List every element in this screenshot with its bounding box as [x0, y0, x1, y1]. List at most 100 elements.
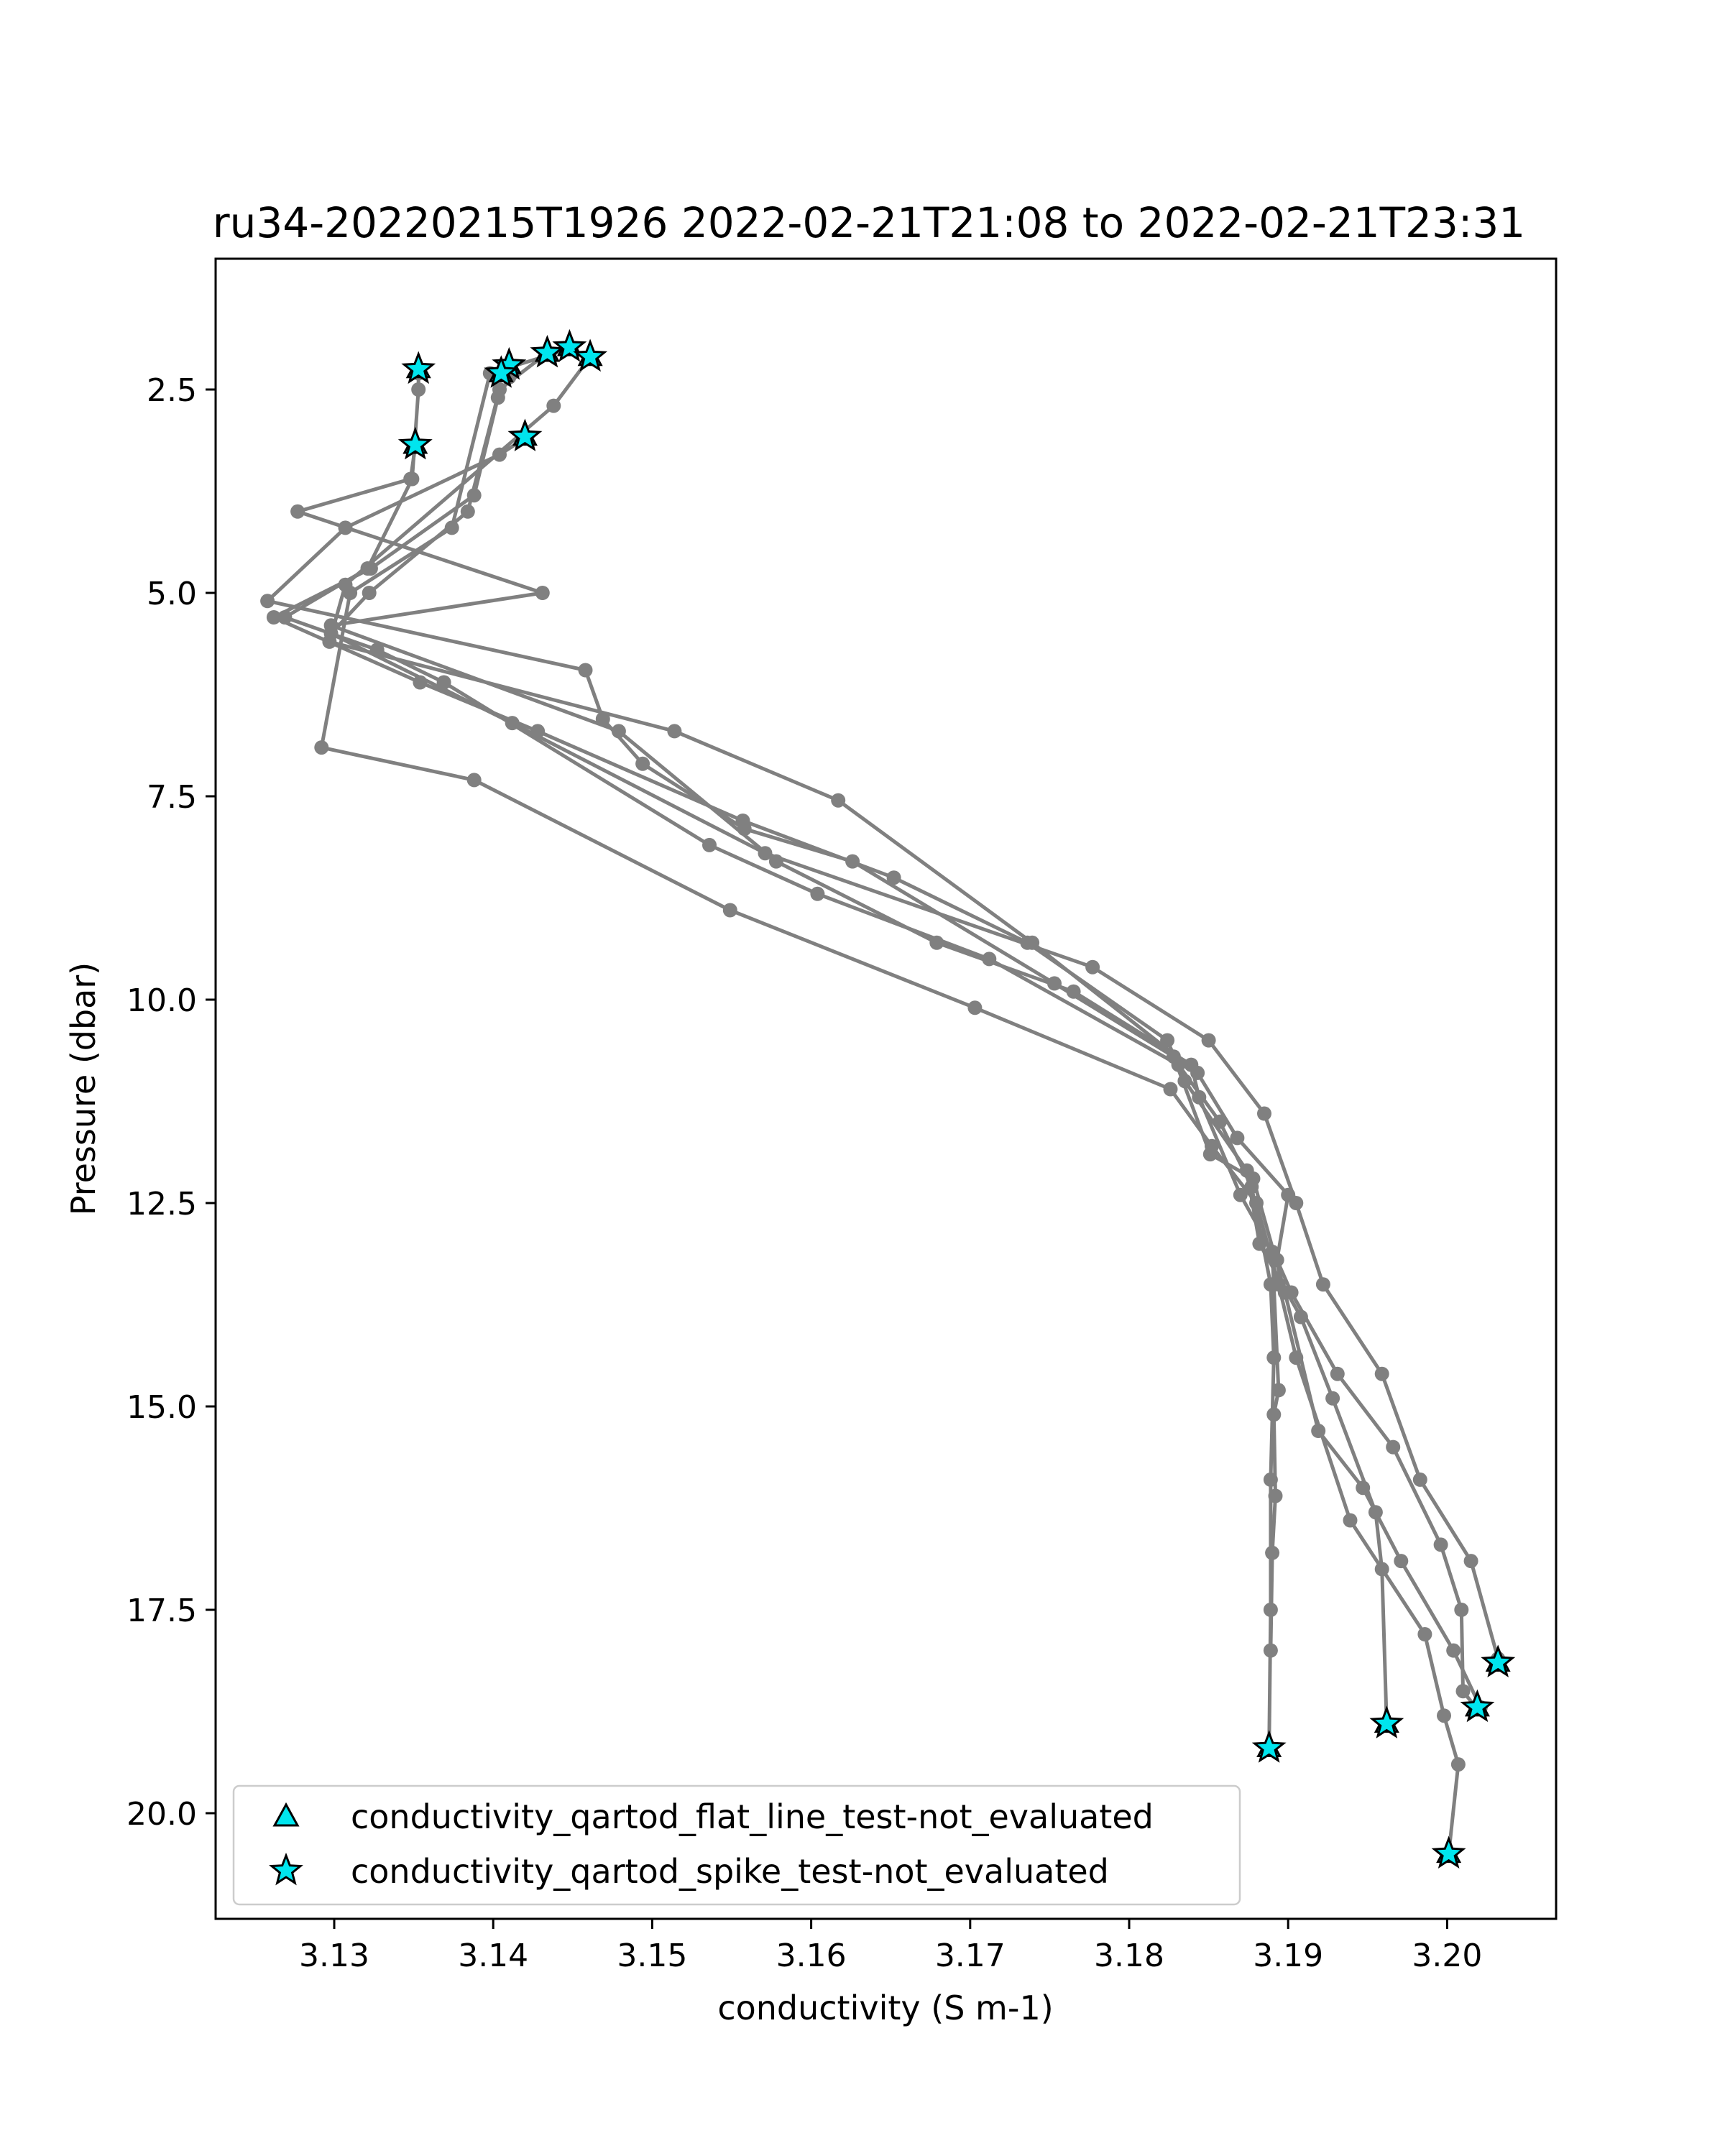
profile-point: [1047, 976, 1062, 991]
profile-point: [411, 382, 426, 397]
profile-point: [1374, 1366, 1389, 1381]
profile-point: [546, 398, 561, 413]
profile-point: [338, 520, 353, 535]
profile-point: [492, 382, 507, 397]
profile-point: [758, 846, 773, 861]
profile-point: [1163, 1082, 1178, 1097]
profile-point: [1166, 1049, 1181, 1064]
y-tick-label: 5.0: [147, 576, 197, 612]
x-tick-label: 3.17: [935, 1938, 1006, 1974]
spike-star-marker: [1460, 1689, 1495, 1723]
profile-point: [1450, 1757, 1466, 1772]
profile-point: [831, 793, 846, 808]
data-layer: [260, 328, 1516, 1869]
profile-point: [1233, 1187, 1248, 1202]
profile-point: [1412, 1472, 1427, 1487]
profile-point: [1266, 1407, 1282, 1422]
spike-star-marker: [1369, 1705, 1404, 1738]
spike-star-marker: [530, 334, 565, 368]
x-tick-label: 3.14: [458, 1938, 528, 1974]
profile-point: [1257, 1106, 1271, 1121]
profile-point: [1311, 1424, 1326, 1438]
profile-point: [343, 586, 358, 600]
spike-star-marker: [1431, 1835, 1466, 1869]
profile-point: [667, 724, 682, 739]
legend-star-marker: [269, 1852, 303, 1886]
profile-point: [1454, 1603, 1469, 1617]
profile-point: [1201, 1033, 1216, 1048]
y-tick-label: 17.5: [126, 1593, 197, 1629]
y-tick-label: 20.0: [126, 1796, 197, 1833]
profile-point: [444, 520, 459, 535]
profile-point: [322, 634, 337, 649]
profile-point: [1394, 1554, 1409, 1569]
profile-series: [290, 439, 1286, 1658]
profile-line: [295, 446, 1281, 1651]
profile-point: [1356, 1480, 1371, 1496]
profile-point: [1325, 1391, 1340, 1406]
profile-point: [967, 1000, 983, 1015]
profile-point: [722, 903, 737, 918]
y-tick-label: 10.0: [126, 982, 197, 1019]
profile-point: [1263, 1643, 1278, 1658]
profile-point: [737, 821, 752, 837]
profile-point: [1265, 1545, 1280, 1560]
ticks-layer: 3.13 3.14 3.15 3.16 3.17 3.18 3.19 3.20 2.5 5.0 7.…: [126, 372, 1482, 1974]
profile-point: [290, 504, 305, 519]
y-tick-label: 2.5: [147, 372, 197, 409]
profile-point: [1190, 1065, 1205, 1080]
y-axis-label: Pressure (dbar): [64, 962, 103, 1215]
profile-series: [323, 346, 1506, 1666]
profile-point: [810, 886, 825, 901]
profile-point: [403, 471, 418, 487]
profile-point: [578, 663, 593, 678]
x-tick-label: 3.20: [1412, 1938, 1482, 1974]
profile-point: [1025, 935, 1040, 950]
profile-line: [319, 347, 1460, 1854]
profile-point: [1281, 1187, 1296, 1202]
profile-series: [260, 430, 1488, 1715]
profile-point: [1437, 1708, 1451, 1723]
profile-point: [845, 854, 860, 869]
spike-star-marker: [573, 338, 608, 372]
profile-point: [492, 447, 507, 462]
profile-point: [1386, 1439, 1401, 1455]
profile-point: [1202, 1147, 1218, 1162]
x-tick-label: 3.13: [299, 1938, 369, 1974]
legend-box: [232, 1784, 1241, 1906]
legend-label-spike: conductivity_qartod_spike_test-not_evalu…: [351, 1852, 1109, 1891]
spike-star-marker: [1481, 1644, 1516, 1677]
spike-star-marker: [397, 426, 433, 460]
profile-point: [886, 870, 901, 885]
profile-point: [1271, 1383, 1286, 1398]
spike-star-marker: [484, 355, 519, 388]
spike-star-marker: [552, 328, 587, 362]
legend: conductivity_qartod_flat_line_test-not_e…: [232, 1784, 1241, 1906]
profile-point: [1160, 1033, 1175, 1048]
profile-point: [1252, 1236, 1267, 1251]
profile-point: [1230, 1130, 1245, 1146]
profile-point: [595, 711, 610, 727]
x-tick-label: 3.19: [1253, 1938, 1323, 1974]
profile-point: [466, 773, 482, 788]
profile-point: [929, 935, 944, 950]
plot-frame: [214, 257, 1558, 1920]
profile-point: [1446, 1643, 1461, 1658]
spike-star-marker: [401, 351, 436, 384]
profile-line: [329, 351, 1500, 1659]
profile-point: [362, 586, 377, 600]
legend-star-shape: [269, 1852, 303, 1886]
profile-point: [635, 756, 650, 771]
profile-point: [1433, 1537, 1448, 1552]
x-axis-label: conductivity (S m-1): [717, 1989, 1053, 2027]
profile-point: [1417, 1627, 1432, 1641]
profile-point: [1455, 1684, 1471, 1699]
profile-point: [1066, 984, 1081, 999]
profile-point: [1330, 1366, 1345, 1381]
profile-point: [535, 586, 550, 600]
spike-star-marker: [1251, 1730, 1287, 1763]
profile-series: [314, 341, 1466, 1861]
profile-point: [266, 610, 281, 625]
profile-point: [1085, 959, 1100, 975]
